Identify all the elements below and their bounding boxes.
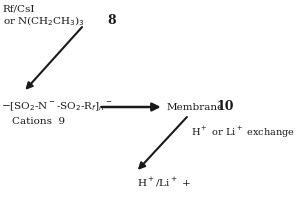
Text: Rf/CsI: Rf/CsI: [2, 4, 35, 13]
Text: H$^+$ or Li$^+$ exchange: H$^+$ or Li$^+$ exchange: [191, 124, 296, 140]
Text: 10: 10: [217, 100, 234, 114]
Text: $-$[SO$_2$-N$^-$-SO$_2$-R$_f$]$_n$$^-$: $-$[SO$_2$-N$^-$-SO$_2$-R$_f$]$_n$$^-$: [1, 101, 112, 113]
Text: Cations  9: Cations 9: [12, 116, 65, 126]
Text: 8: 8: [107, 14, 116, 27]
Text: Membrane: Membrane: [166, 102, 224, 112]
Text: or N(CH$_2$CH$_3$)$_3$: or N(CH$_2$CH$_3$)$_3$: [2, 14, 84, 28]
Text: H$^+$/Li$^+$ +: H$^+$/Li$^+$ +: [137, 175, 191, 189]
